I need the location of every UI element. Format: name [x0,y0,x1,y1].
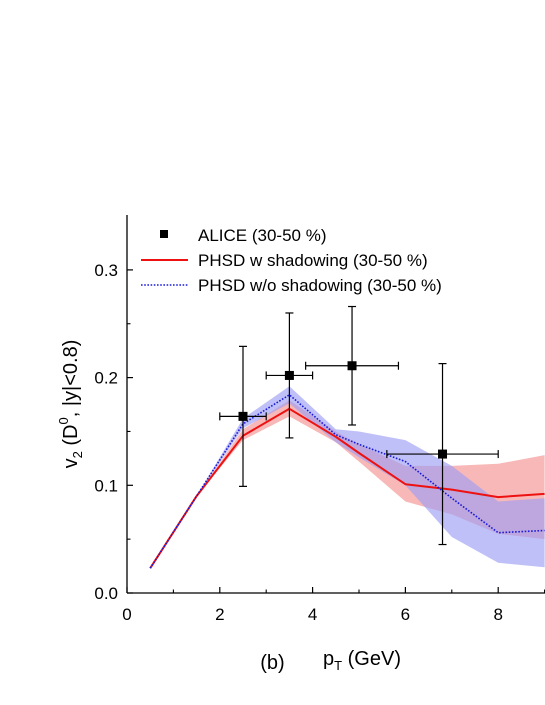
band-wo-shadowing [150,386,545,569]
data-marker [284,370,294,380]
data-marker [438,449,448,459]
x-tick-label: 6 [401,605,410,624]
x-axis-title: pT (GeV) [323,648,401,673]
x-tick-label: 0 [122,605,131,624]
y-axis-title-superscript: 0 [56,417,71,424]
data-point [219,345,267,487]
y-tick-label: 0.2 [94,369,118,388]
y-axis-title-subscript: 2 [70,451,85,458]
x-axis-title-subscript: T [334,658,342,673]
y-tick-label: 0.0 [94,584,118,603]
x-tick-label: 4 [308,605,317,624]
y-tick-label: 0.3 [94,261,118,280]
line-w-shadowing [149,407,545,569]
legend: ALICE (30-50 %) PHSD w shadowing (30-50 … [141,226,442,295]
legend-label-w-shadowing: PHSD w shadowing (30-50 %) [198,251,428,270]
data-marker [238,411,248,421]
data-point [386,362,499,546]
axis-ticks: 0 2 4 6 8 0.0 0.1 0.2 0.3 [94,261,545,624]
uncertainty-bands [150,386,545,569]
legend-label-alice: ALICE (30-50 %) [198,226,327,245]
x-axis-title-units: (GeV) [342,648,401,670]
y-tick-label: 0.1 [94,476,118,495]
data-points [219,305,499,546]
data-point [265,312,314,439]
x-tick-label: 2 [215,605,224,624]
y-axis-title: v2 (D0, |y|<0.8) [56,340,85,469]
data-point [305,305,400,426]
line-wo-shadowing [149,393,545,569]
x-tick-label: 8 [493,605,502,624]
series-lines [149,393,545,569]
data-marker [347,361,357,371]
legend-marker-alice [160,230,168,238]
legend-label-wo-shadowing: PHSD w/o shadowing (30-50 %) [198,276,442,295]
panel-label: (b) [260,652,285,674]
